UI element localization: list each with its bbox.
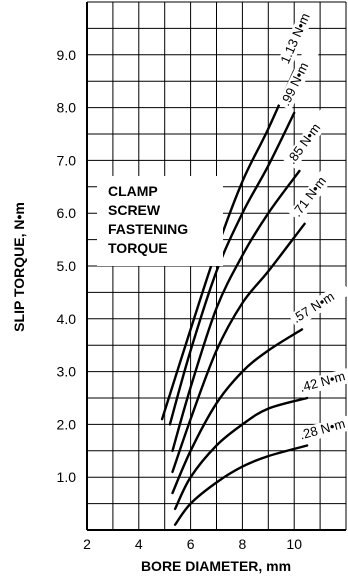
curve-label: .57 N•m (290, 289, 337, 326)
y-tick-label: 8.0 (57, 100, 77, 116)
y-tick-label: 9.0 (57, 47, 77, 63)
series-curve (171, 222, 306, 474)
series-curve (171, 169, 301, 452)
curve-label-bg (288, 281, 348, 328)
series-curve (173, 444, 309, 526)
curve-label: .28 N•m (298, 416, 347, 443)
y-tick-label: 3.0 (57, 364, 77, 380)
x-tick-label: 2 (83, 536, 91, 552)
annotation-line-4: TORQUE (108, 240, 168, 256)
x-tick-label: 10 (286, 536, 302, 552)
curve-label-bg (277, 46, 320, 111)
curve-label-bg (296, 365, 348, 397)
curve-label-bg (277, 3, 318, 69)
y-tick-label: 1.0 (57, 469, 77, 485)
y-tick-label: 5.0 (57, 258, 77, 274)
series-curve (168, 111, 296, 426)
annotation-line-1: CLAMP (108, 183, 158, 199)
y-axis-title: SLIP TORQUE, N•m (11, 202, 27, 332)
x-axis-title: BORE DIAMETER, mm (141, 558, 291, 574)
y-tick-label: 4.0 (57, 311, 77, 327)
x-tick-label: 6 (187, 536, 195, 552)
x-tick-label: 4 (135, 536, 143, 552)
x-tick-label: 8 (239, 536, 247, 552)
series-curve (171, 328, 304, 495)
series-curve (173, 396, 309, 511)
curve-label-bg (283, 108, 334, 169)
series-curve (160, 69, 296, 421)
y-tick-label: 2.0 (57, 416, 77, 432)
curve-labels: 1.13 N•m.99 N•m.85 N•m.71 N•m.57 N•m.42 … (277, 3, 348, 444)
y-tick-label: 6.0 (57, 205, 77, 221)
plot-frame (86, 2, 346, 531)
annotation-line-2: SCREW (108, 202, 161, 218)
curve-label: .85 N•m (284, 120, 324, 166)
curve-label: .99 N•m (277, 60, 311, 108)
annotation-box (97, 176, 223, 266)
curve-label: .42 N•m (298, 368, 347, 395)
y-tick-label: 7.0 (57, 152, 77, 168)
x-tick-labels: 2 4 6 8 10 (83, 536, 302, 552)
curve-label-bg (296, 412, 348, 444)
annotation-line-3: FASTENING (108, 221, 188, 237)
curve-label-bg (288, 161, 340, 222)
y-tick-labels: 1.0 2.0 3.0 4.0 5.0 6.0 7.0 8.0 9.0 (57, 47, 77, 485)
curves (160, 69, 309, 526)
